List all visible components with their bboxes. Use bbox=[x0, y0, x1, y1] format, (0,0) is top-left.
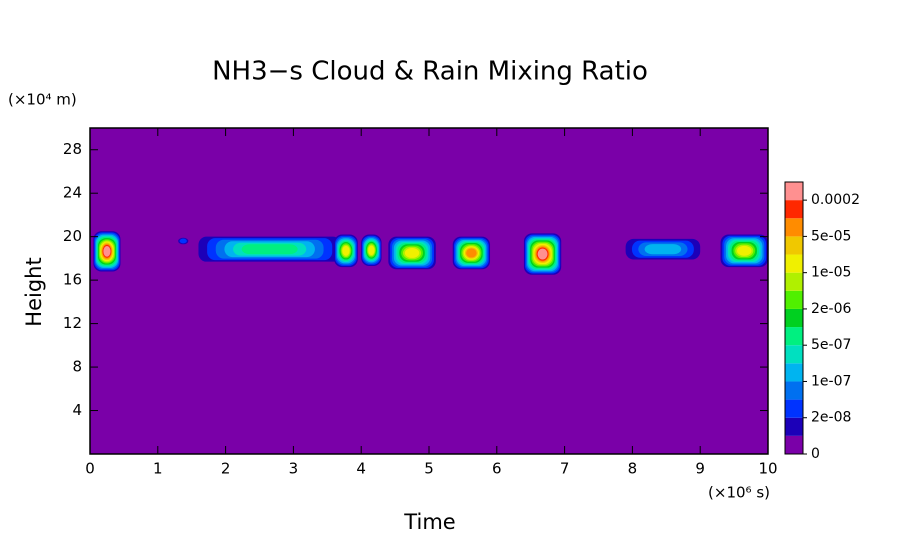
y-tick-label: 28 bbox=[63, 140, 82, 158]
colorbar-swatch bbox=[785, 182, 803, 201]
colorbar-frame bbox=[784, 181, 804, 455]
y-tick-label: 8 bbox=[72, 358, 82, 376]
colorbar-swatch bbox=[785, 218, 803, 237]
x-tick-label: 10 bbox=[758, 460, 777, 478]
y-unit: (×10⁴ m) bbox=[8, 91, 77, 109]
colorbar-swatch bbox=[785, 308, 803, 328]
x-tick-label: 6 bbox=[492, 460, 502, 478]
colorbar-label: 1e-07 bbox=[811, 373, 851, 389]
colorbar-swatch bbox=[785, 272, 803, 291]
colorbar-swatch bbox=[785, 327, 803, 346]
contour-region bbox=[241, 244, 298, 255]
x-tick-label: 3 bbox=[289, 460, 299, 478]
y-tick-label: 16 bbox=[63, 271, 82, 289]
contour-region bbox=[537, 248, 548, 260]
colorbar-label: 2e-08 bbox=[811, 410, 851, 426]
colorbar-swatch bbox=[785, 363, 803, 382]
y-tick-label: 20 bbox=[63, 227, 82, 245]
x-tick-label: 0 bbox=[85, 460, 95, 478]
x-tick-label: 7 bbox=[560, 460, 570, 478]
contour-region bbox=[644, 244, 682, 255]
contour-region bbox=[404, 248, 420, 258]
colorbar-swatch bbox=[785, 417, 803, 436]
colorbar-swatch bbox=[785, 435, 803, 454]
colorbar-swatch bbox=[785, 236, 803, 255]
colorbar-swatch bbox=[785, 381, 803, 400]
y-tick-label: 12 bbox=[63, 314, 82, 332]
colorbar-label: 0 bbox=[811, 446, 820, 462]
y-tick-label: 24 bbox=[63, 184, 82, 202]
colorbar-swatch bbox=[785, 254, 803, 273]
y-axis-label: Height bbox=[22, 257, 46, 326]
x-tick-label: 9 bbox=[695, 460, 705, 478]
contour-region bbox=[737, 245, 752, 256]
x-tick-label: 5 bbox=[424, 460, 434, 478]
colorbar-swatch bbox=[785, 399, 803, 418]
x-tick-label: 4 bbox=[356, 460, 366, 478]
x-tick-label: 8 bbox=[628, 460, 638, 478]
colorbar-swatch bbox=[785, 345, 803, 364]
contour-region bbox=[179, 238, 187, 244]
colorbar-label: 5e-07 bbox=[811, 337, 851, 353]
x-axis-label: Time bbox=[403, 510, 455, 534]
contour-region bbox=[342, 245, 350, 256]
x-tick-label: 2 bbox=[221, 460, 231, 478]
contour-region bbox=[466, 248, 477, 258]
colorbar-label: 5e-05 bbox=[811, 228, 851, 244]
colorbar-swatch bbox=[785, 200, 803, 219]
x-tick-label: 1 bbox=[153, 460, 163, 478]
colorbar-label: 0.0002 bbox=[811, 192, 860, 208]
plot-background bbox=[90, 128, 768, 454]
contour-region bbox=[368, 245, 375, 256]
chart-title: NH3−s Cloud & Rain Mixing Ratio bbox=[212, 57, 648, 87]
x-unit: (×10⁶ s) bbox=[708, 484, 770, 502]
y-tick-label: 4 bbox=[72, 401, 82, 419]
colorbar-label: 2e-06 bbox=[811, 301, 851, 317]
colorbar-label: 1e-05 bbox=[811, 265, 851, 281]
colorbar-swatch bbox=[785, 290, 803, 309]
contour-region bbox=[103, 246, 111, 257]
